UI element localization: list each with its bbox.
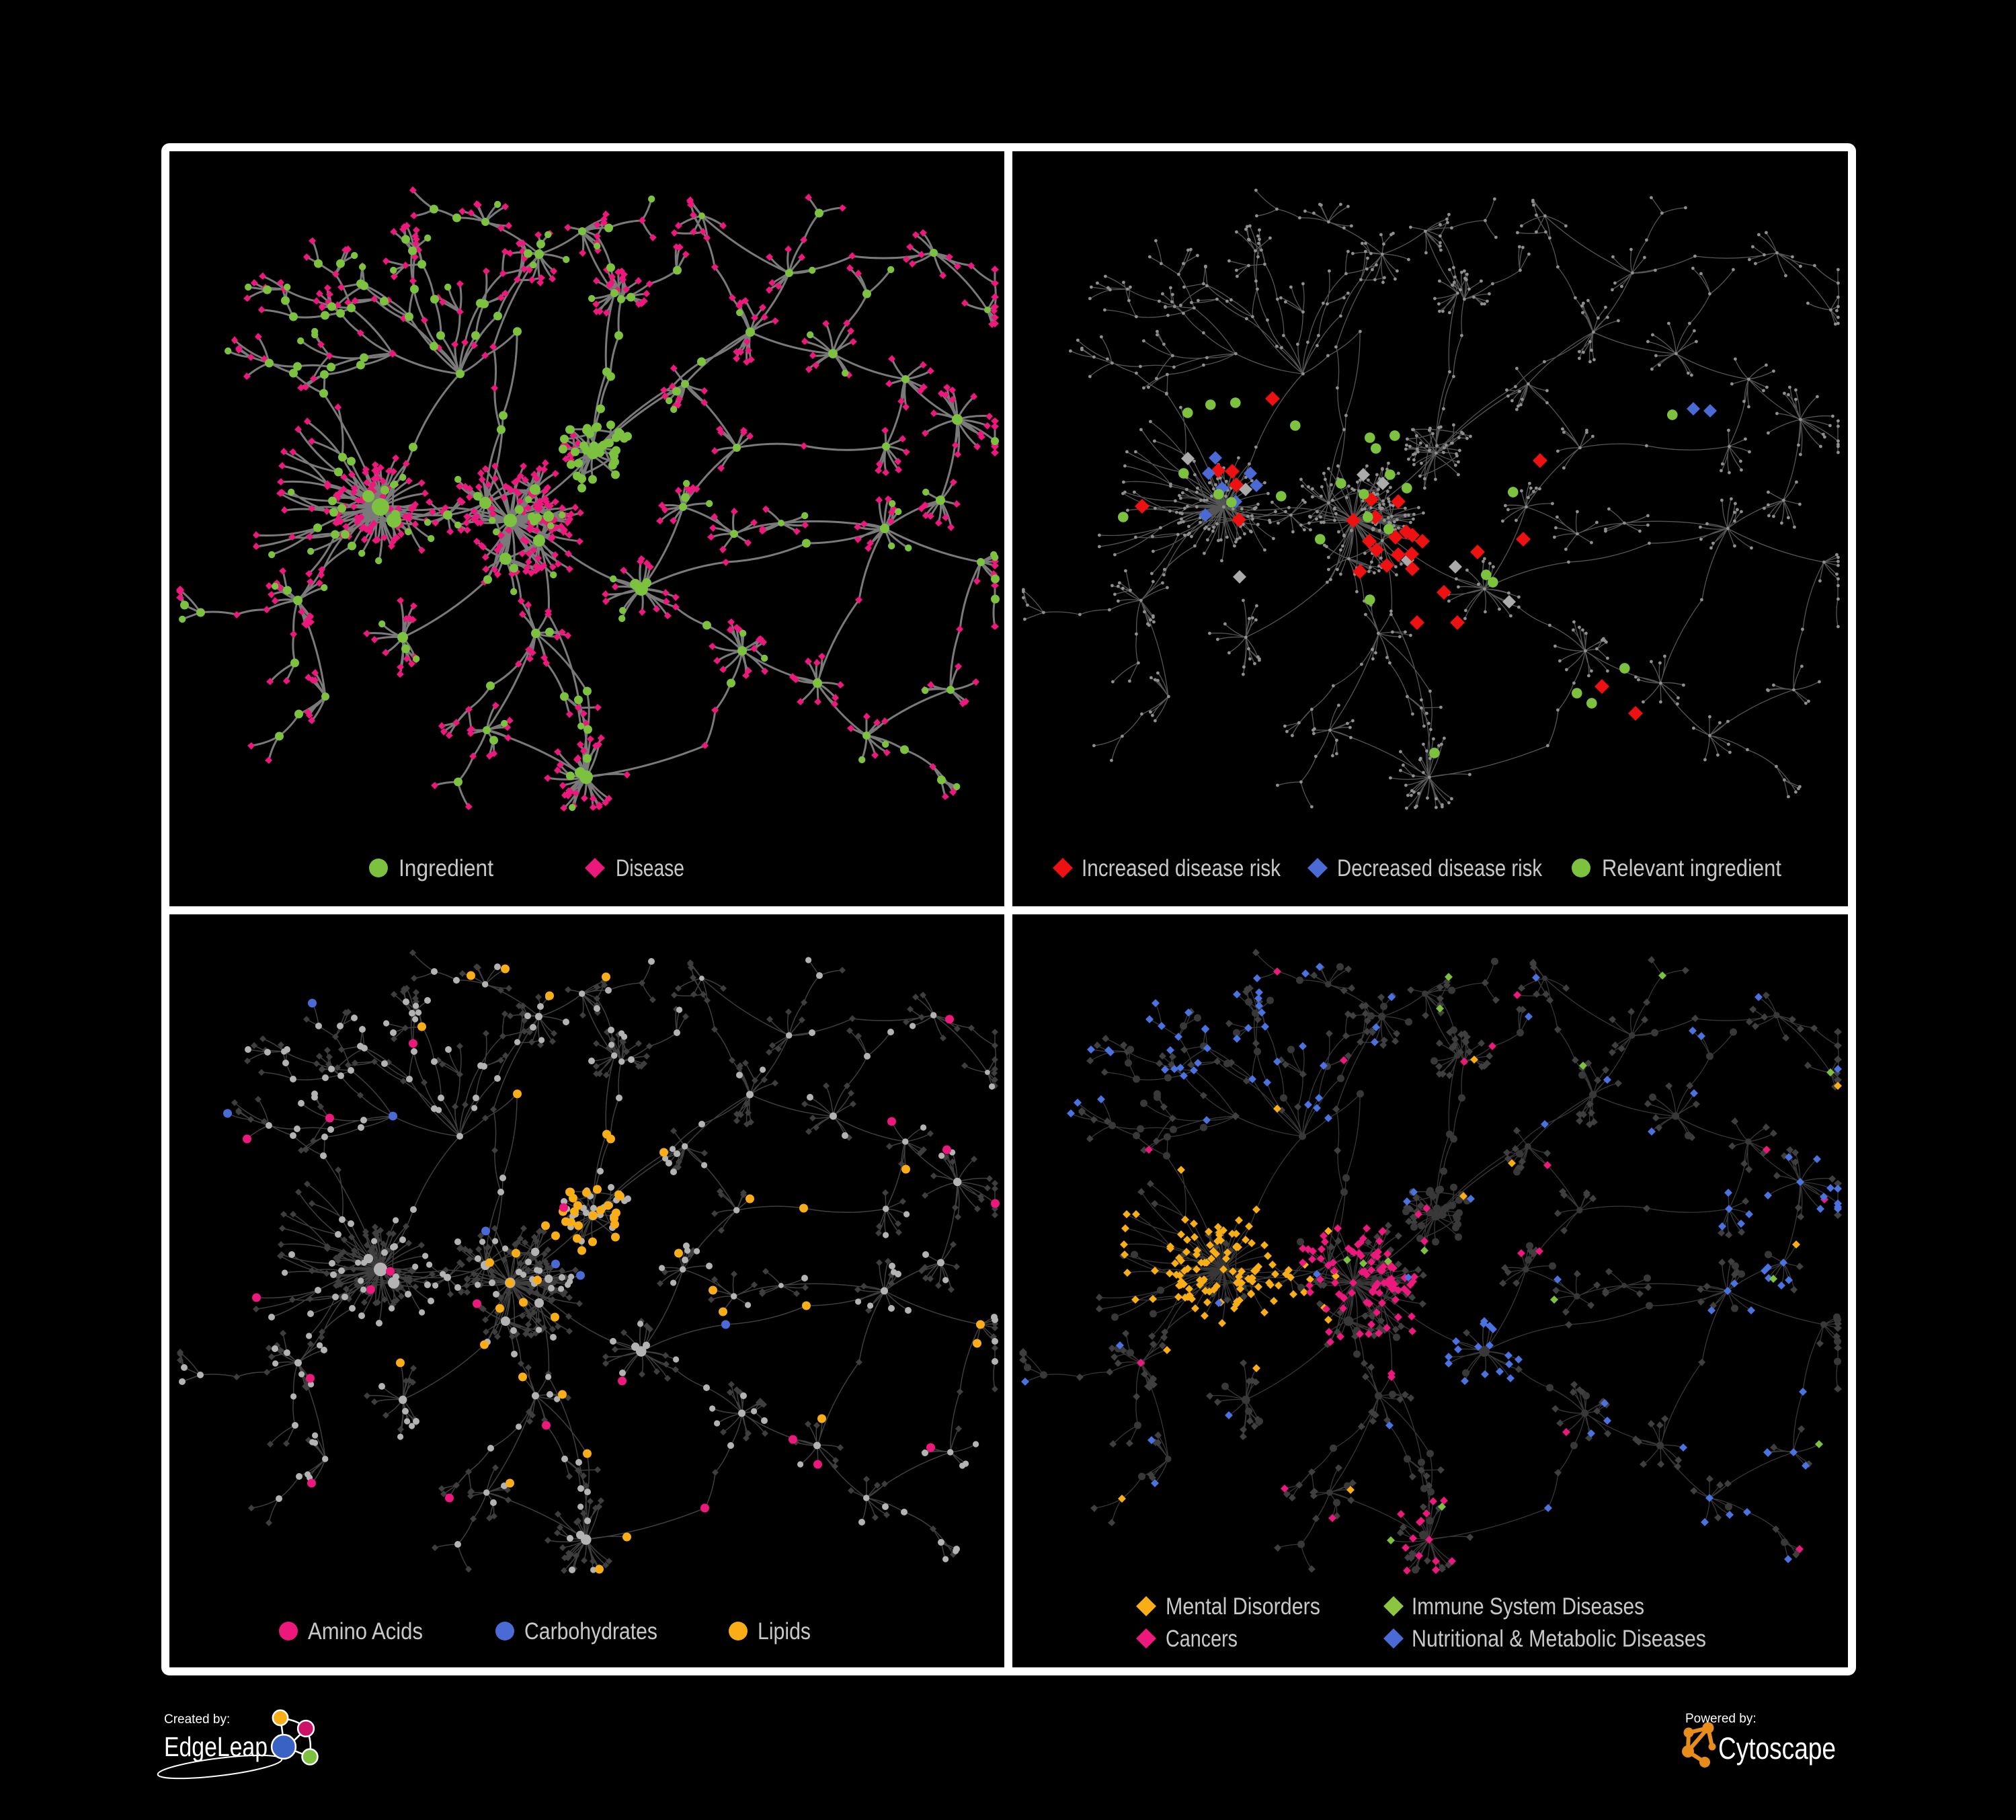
svg-text:Disease: Disease [616,855,684,881]
svg-text:Powered by:: Powered by: [1685,1712,1757,1726]
svg-text:Lipids: Lipids [758,1618,811,1645]
svg-text:EdgeLeap: EdgeLeap [164,1731,268,1762]
svg-text:Amino Acids: Amino Acids [308,1618,423,1645]
svg-text:Mental Disorders: Mental Disorders [1166,1593,1320,1620]
svg-text:Immune System Diseases: Immune System Diseases [1412,1593,1644,1620]
svg-text:Carbohydrates: Carbohydrates [524,1618,657,1645]
svg-text:Ingredient: Ingredient [399,855,493,881]
svg-text:Decreased disease risk: Decreased disease risk [1337,855,1542,881]
svg-text:Increased disease risk: Increased disease risk [1082,855,1281,881]
svg-text:Created by:: Created by: [164,1712,230,1727]
svg-text:Relevant ingredient: Relevant ingredient [1602,855,1781,881]
svg-text:Cancers: Cancers [1166,1626,1238,1652]
svg-text:Cytoscape: Cytoscape [1718,1731,1836,1766]
svg-text:Nutritional & Metabolic Diseas: Nutritional & Metabolic Diseases [1412,1626,1706,1652]
